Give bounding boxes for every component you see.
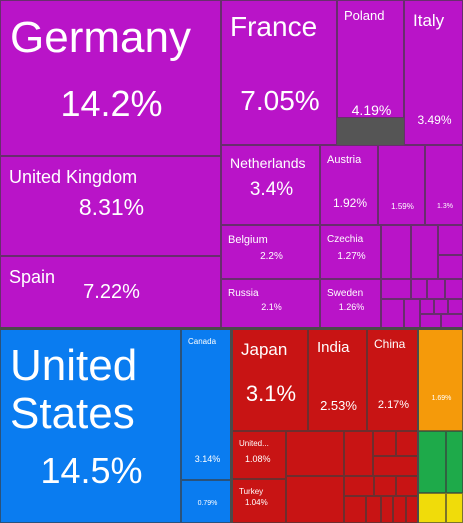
treemap-tile: 1.3% [425, 145, 463, 225]
tile-label: United Kingdom [9, 167, 138, 187]
tile-value: 8.31% [78, 193, 145, 220]
tile-value: 4.19% [351, 102, 392, 118]
tile-value: 2.53% [320, 397, 357, 413]
treemap-tile: Germany 14.2% [0, 0, 221, 156]
treemap-tile: Japan 3.1% [232, 329, 308, 431]
tile-value: 14.2% [60, 83, 163, 124]
treemap-tile: Belgium 2.2% [221, 225, 320, 279]
small-tile [411, 225, 438, 279]
tile-value: 7.22% [83, 281, 140, 303]
small-tile [404, 299, 420, 329]
treemap-tile: Netherlands 3.4% [221, 145, 320, 225]
treemap-tile: Austria 1.92% [320, 145, 378, 225]
small-tile [344, 431, 373, 476]
small-tile [446, 431, 463, 493]
small-tile [418, 431, 446, 493]
tile-value: 1.04% [245, 498, 268, 507]
tile-value: 3.1% [245, 381, 297, 406]
tile-label: Poland [344, 8, 385, 23]
tile-label: Japan [241, 340, 288, 359]
small-tile [381, 225, 411, 279]
small-tile [411, 279, 427, 299]
small-tile [420, 299, 434, 314]
treemap-tile: Spain 7.22% [0, 256, 221, 329]
tile-value: 14.5% [40, 450, 143, 491]
tile-value: 1.27% [337, 251, 366, 262]
small-tile [396, 476, 418, 496]
small-tile [381, 299, 404, 329]
treemap-tile: 1.59% [378, 145, 425, 225]
small-tile [344, 476, 374, 496]
treemap-tile: United... 1.08% [232, 431, 286, 479]
small-tile [374, 476, 396, 496]
small-tile [393, 496, 406, 523]
tile-label: China [374, 337, 406, 351]
tile-label: Belgium [228, 234, 268, 246]
small-tile [286, 431, 344, 476]
tile-value: 2.2% [260, 251, 283, 262]
treemap-tile: France 7.05% [221, 0, 337, 145]
small-tile [438, 225, 463, 255]
tile-label: United... [239, 439, 269, 448]
treemap-tile: Italy 3.49% [404, 0, 463, 145]
tile-value: 1.59% [391, 202, 414, 211]
tile-label: Canada [188, 337, 217, 346]
small-tile [286, 476, 344, 523]
treemap-tile: Poland 4.19% [337, 0, 404, 118]
tile-value: 1.69% [431, 394, 452, 402]
region-divider [417, 329, 419, 523]
tile-label: Spain [9, 267, 56, 287]
tile-label: Russia [228, 288, 259, 299]
small-tile [396, 431, 418, 456]
small-tile [344, 496, 366, 523]
region-divider [0, 327, 463, 330]
tile-label: Austria [327, 154, 362, 166]
treemap-tile: Turkey 1.04% [232, 479, 286, 523]
treemap-tile: Canada 3.14% [181, 329, 232, 480]
tile-value: 2.1% [261, 301, 282, 312]
tile-value: 1.26% [338, 301, 365, 312]
tile-label: India [317, 339, 350, 356]
small-tile [434, 299, 448, 314]
small-tile [418, 493, 446, 523]
treemap-tile: India 2.53% [308, 329, 367, 431]
tile-label: United States [10, 341, 138, 438]
tile-label: Sweden [327, 288, 364, 299]
small-tile [446, 493, 463, 523]
tile-value: 3.49% [417, 113, 452, 127]
tile-label: Netherlands [230, 155, 306, 171]
small-tile [373, 456, 418, 476]
tile-label: France [230, 11, 318, 42]
treemap-tile: Russia 2.1% [221, 279, 320, 329]
tile-label: Italy [413, 11, 445, 30]
tile-label: Turkey [239, 487, 264, 496]
tile-label: Germany [10, 13, 191, 62]
tile-value: 7.05% [240, 85, 320, 116]
small-tile [438, 255, 463, 279]
treemap-tile: China 2.17% [367, 329, 418, 431]
small-tile [373, 431, 396, 456]
small-tile [445, 279, 463, 299]
treemap-tile: Czechia 1.27% [320, 225, 381, 279]
small-tile [381, 496, 393, 523]
small-tile [381, 279, 411, 299]
tile-value: 1.92% [332, 196, 368, 210]
tile-value: 2.17% [377, 398, 410, 411]
tile-value: 3.4% [249, 178, 294, 200]
small-tile [366, 496, 381, 523]
treemap-tile: Sweden 1.26% [320, 279, 381, 329]
tile-label: Czechia [327, 234, 364, 245]
tile-value: 0.79% [197, 499, 218, 507]
tile-value: 3.14% [194, 453, 221, 464]
region-divider [230, 329, 233, 523]
tile-value: 1.08% [245, 453, 271, 464]
treemap-tile: United States 14.5% [0, 329, 181, 523]
small-tile [448, 299, 463, 314]
treemap-tile: United Kingdom 8.31% [0, 156, 221, 256]
tile-value: 1.3% [437, 202, 453, 210]
small-tile [427, 279, 445, 299]
treemap-tile: 1.69% [418, 329, 463, 431]
treemap-tile: 0.79% [181, 480, 232, 523]
